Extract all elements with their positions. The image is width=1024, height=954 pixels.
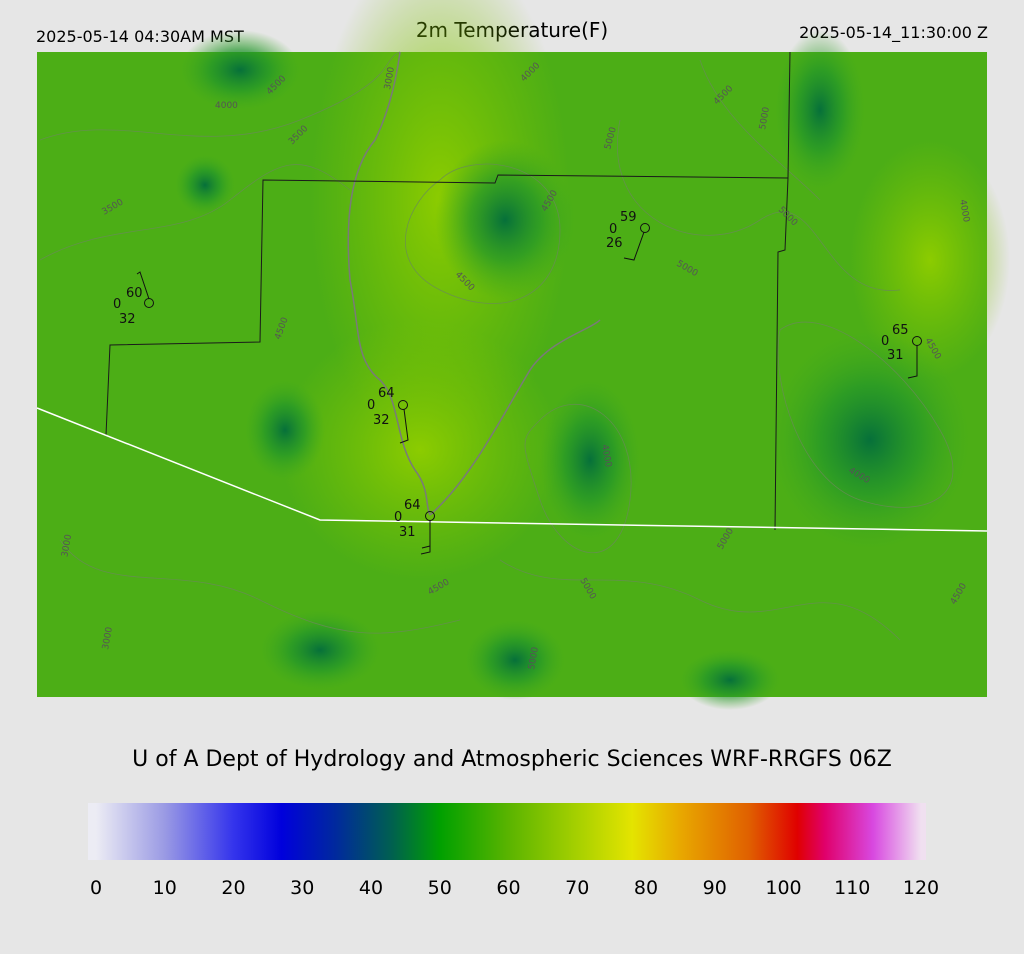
contour-label: 5000	[758, 106, 772, 131]
dark-area	[680, 650, 780, 710]
station-marker	[398, 400, 408, 410]
station-cloud: 0	[113, 297, 121, 312]
state-border	[36, 407, 988, 532]
colorbar-tick-label: 0	[90, 877, 102, 899]
light-area	[850, 140, 1010, 380]
dark-area	[175, 155, 235, 215]
colorbar-tick-label: 40	[359, 877, 383, 899]
dark-area	[260, 610, 380, 690]
colorbar-tick-label: 50	[428, 877, 452, 899]
colorbar-tick-label: 10	[153, 877, 177, 899]
map: 3000 4000 4500 3500 4000 4500 5000 5000 …	[36, 0, 1010, 710]
station: 65 0 31	[881, 323, 922, 379]
station: 59 0 26	[606, 210, 650, 261]
contours	[39, 51, 954, 641]
dark-area	[775, 30, 865, 190]
colorbar-tick-label: 120	[903, 877, 939, 899]
station-marker	[640, 223, 650, 233]
dark-area	[540, 380, 640, 540]
wind-barb	[420, 520, 431, 555]
station-dewpoint: 32	[119, 312, 136, 327]
dark-area	[180, 30, 300, 110]
colorbar-tick-label: 80	[634, 877, 658, 899]
colorbar: 0 10 20 30 40 50 60 70 80 90 100 110 120	[88, 803, 939, 899]
dark-area	[435, 140, 575, 300]
station-dewpoint: 32	[373, 413, 390, 428]
station-dewpoint: 26	[606, 236, 623, 251]
dark-area	[465, 620, 565, 700]
light-area	[280, 320, 560, 580]
station-cloud: 0	[367, 398, 375, 413]
station-temperature: 60	[126, 286, 143, 301]
river	[347, 51, 601, 516]
wind-barb	[623, 231, 645, 261]
dark-area	[770, 330, 970, 550]
colorbar-scale	[88, 803, 926, 860]
colorbar-tick-label: 20	[221, 877, 245, 899]
station-cloud: 0	[609, 222, 617, 237]
colorbar-tick-label: 60	[496, 877, 520, 899]
station: 64 0 32	[367, 386, 409, 444]
colorbar-tick-label: 30	[290, 877, 314, 899]
wind-barb	[136, 271, 150, 300]
station-temperature: 64	[404, 498, 421, 513]
local-time: 2025-05-14 04:30AM MST	[36, 27, 244, 46]
station-temperature: 64	[378, 386, 395, 401]
colorbar-tick-label: 110	[834, 877, 870, 899]
station-temperature: 59	[620, 210, 637, 225]
contour-label: 3000	[383, 66, 397, 91]
utc-time: 2025-05-14_11:30:00 Z	[799, 23, 988, 43]
station-temperature: 65	[892, 323, 909, 338]
contour-label: 4000	[215, 101, 238, 111]
county-borders	[105, 51, 791, 531]
colorbar-tick-label: 90	[703, 877, 727, 899]
contour-label: 4000	[599, 444, 613, 469]
station: 64 0 31	[394, 498, 435, 555]
dark-area	[245, 380, 325, 480]
station-cloud: 0	[394, 510, 402, 525]
station-dewpoint: 31	[887, 348, 904, 363]
contour-label: 3000	[101, 626, 115, 651]
station: 60 0 32	[113, 271, 154, 327]
contour-label: 5000	[527, 646, 541, 671]
wind-barb	[907, 345, 918, 379]
contour-label: 3000	[60, 533, 74, 558]
colorbar-tick-label: 70	[565, 877, 589, 899]
station-plots: 60 0 32 59 0 26 64 0 32 64	[113, 210, 922, 555]
station-cloud: 0	[881, 334, 889, 349]
wind-barb	[399, 408, 409, 444]
station-dewpoint: 31	[399, 525, 416, 540]
colorbar-tick-label: 100	[765, 877, 801, 899]
footer-credit: U of A Dept of Hydrology and Atmospheric…	[132, 747, 892, 772]
contour-label: 4000	[957, 199, 971, 224]
